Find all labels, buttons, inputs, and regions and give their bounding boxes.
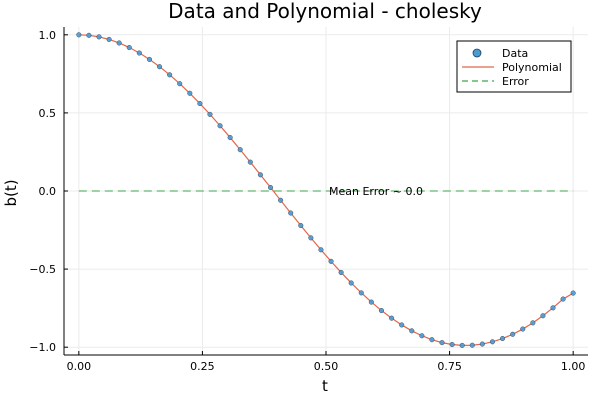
mean-error-annotation: Mean Error ~ 0.0 bbox=[329, 185, 423, 198]
data-point bbox=[146, 56, 153, 62]
data-point bbox=[570, 290, 576, 296]
chart-title: Data and Polynomial - cholesky bbox=[168, 0, 482, 23]
data-point bbox=[399, 322, 405, 328]
x-tick-label: 0.50 bbox=[314, 360, 339, 373]
data-point bbox=[489, 339, 495, 345]
legend-item-polynomial: Polynomial bbox=[462, 61, 562, 74]
x-tick-label: 1.00 bbox=[561, 360, 586, 373]
y-tick-label: −1.0 bbox=[29, 341, 56, 354]
data-point bbox=[348, 280, 354, 286]
x-axis-label: t bbox=[322, 377, 328, 395]
y-axis-label: b(t) bbox=[2, 179, 20, 206]
y-tick-label: 1.0 bbox=[39, 29, 57, 42]
legend-item-error: Error bbox=[462, 75, 529, 88]
data-point bbox=[378, 307, 385, 314]
x-tick-label: 0.00 bbox=[67, 360, 92, 373]
data-point bbox=[499, 335, 506, 342]
data-point bbox=[106, 36, 112, 42]
legend-label-data: Data bbox=[502, 47, 528, 60]
data-point bbox=[76, 32, 82, 38]
data-point bbox=[96, 34, 102, 40]
data-point bbox=[288, 210, 294, 216]
data-point bbox=[338, 269, 344, 276]
data-point bbox=[409, 328, 415, 334]
data-point bbox=[157, 64, 163, 70]
legend: Data Polynomial Error bbox=[456, 40, 572, 93]
data-point bbox=[540, 313, 546, 319]
data-point bbox=[368, 299, 374, 305]
y-tick-label: 0.5 bbox=[39, 107, 57, 120]
x-tick-label: 0.25 bbox=[190, 360, 215, 373]
data-point bbox=[459, 342, 465, 348]
data-point bbox=[389, 315, 395, 321]
x-tick-label: 0.75 bbox=[437, 360, 462, 373]
data-point bbox=[278, 197, 284, 203]
data-point bbox=[167, 72, 173, 78]
legend-marker-data bbox=[472, 48, 482, 58]
data-point bbox=[328, 258, 334, 264]
data-point bbox=[207, 111, 213, 117]
data-point bbox=[267, 184, 274, 191]
data-point bbox=[560, 296, 566, 302]
y-tick-label: 0.0 bbox=[39, 185, 57, 198]
data-point bbox=[257, 172, 263, 178]
x-ticks: 0.00 0.25 0.50 0.75 1.00 bbox=[67, 351, 586, 373]
data-point bbox=[237, 147, 243, 153]
data-point bbox=[429, 337, 435, 343]
data-point bbox=[86, 32, 92, 38]
data-point bbox=[197, 100, 203, 107]
data-point bbox=[510, 331, 516, 337]
data-point bbox=[318, 247, 324, 253]
legend-label-polynomial: Polynomial bbox=[502, 61, 562, 74]
data-point bbox=[479, 341, 485, 347]
data-point bbox=[419, 333, 425, 339]
y-tick-label: −0.5 bbox=[29, 263, 56, 276]
data-point bbox=[298, 222, 304, 229]
series-layer bbox=[76, 32, 576, 348]
data-point bbox=[469, 342, 475, 348]
legend-label-error: Error bbox=[502, 75, 529, 88]
data-point bbox=[247, 159, 253, 165]
data-point bbox=[550, 305, 556, 311]
data-point bbox=[116, 40, 122, 46]
data-point bbox=[177, 81, 183, 87]
data-point bbox=[308, 235, 314, 241]
data-point bbox=[227, 135, 233, 141]
data-point bbox=[358, 290, 364, 296]
legend-item-data: Data bbox=[472, 47, 528, 60]
data-point bbox=[136, 50, 142, 56]
data-point bbox=[217, 123, 223, 129]
data-point bbox=[530, 320, 536, 326]
data-point bbox=[520, 326, 526, 332]
data-point bbox=[449, 341, 455, 348]
data-point bbox=[126, 44, 132, 51]
y-ticks: −1.0 −0.5 0.0 0.5 1.0 bbox=[29, 29, 68, 354]
data-point bbox=[439, 340, 445, 346]
data-point bbox=[187, 90, 193, 96]
